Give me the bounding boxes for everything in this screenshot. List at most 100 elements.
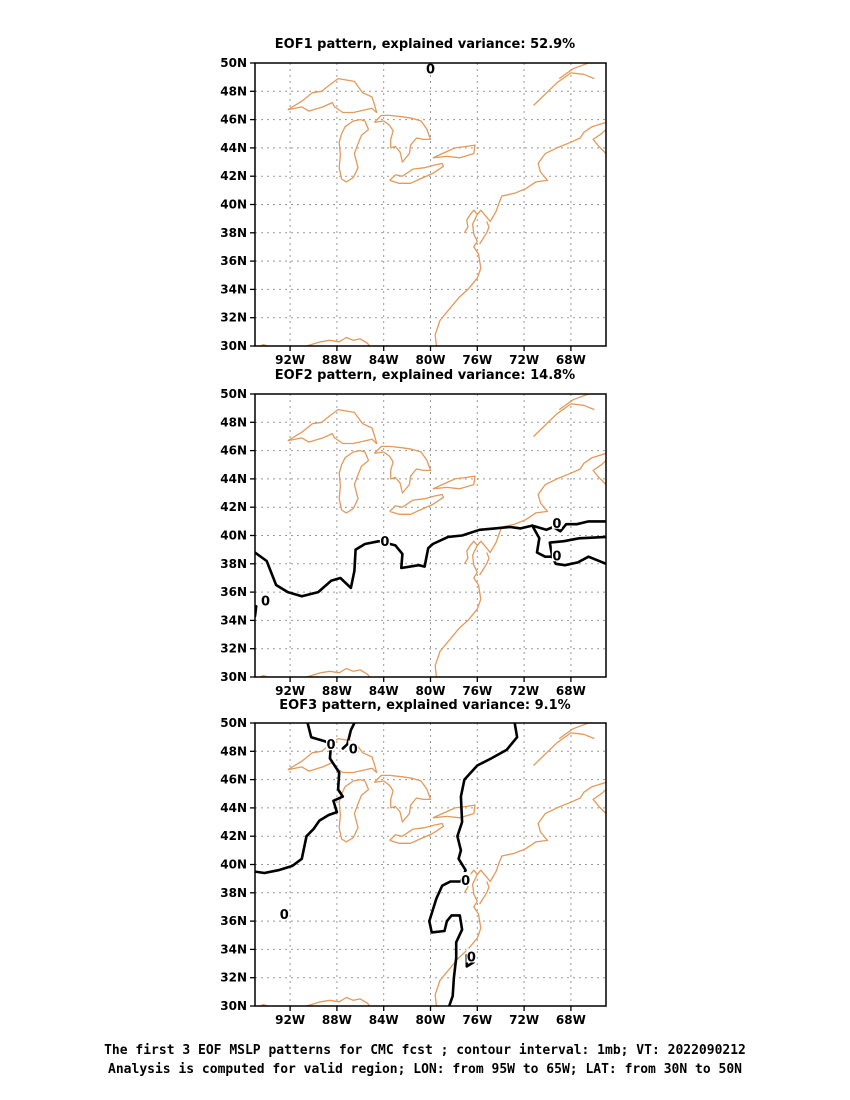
- eof2-lon-ticks: 92W 88W 84W 80W 76W 72W 68W: [275, 677, 586, 698]
- eof1-coastlines: [259, 63, 606, 346]
- lon-tick-label: 76W: [462, 684, 492, 698]
- contour-label: 0: [280, 908, 289, 923]
- coastline: [558, 63, 601, 80]
- lat-tick-label: 50N: [220, 387, 247, 401]
- coastline: [338, 118, 370, 183]
- coastline: [463, 540, 478, 565]
- contour-label-halo: [279, 906, 290, 921]
- coastline: [463, 209, 478, 234]
- lon-tick-label: 84W: [369, 353, 399, 367]
- lat-tick-label: 38N: [220, 226, 247, 240]
- coastline: [533, 403, 595, 437]
- coastline: [389, 162, 445, 184]
- lon-tick-label: 88W: [322, 1013, 352, 1027]
- eof3-panel: EOF3 pattern, explained variance: 9.1% 0…: [220, 698, 607, 1027]
- lon-tick-label: 92W: [275, 1013, 305, 1027]
- lon-tick-label: 72W: [509, 1013, 539, 1027]
- lat-tick-label: 44N: [220, 141, 247, 155]
- coastline: [389, 493, 445, 515]
- eof-figure: EOF1 pattern, explained variance: 52.9% …: [220, 37, 607, 1027]
- lat-tick-label: 34N: [220, 613, 247, 627]
- coastline: [287, 737, 378, 774]
- eof2-gridlines: [255, 394, 606, 677]
- eof3-lat-ticks: 30N 32N 34N 36N 38N 40N 42N 44N 46N 48N 50N: [220, 716, 255, 1013]
- contour-label-halo: [551, 514, 562, 529]
- lon-tick-label: 84W: [369, 1013, 399, 1027]
- coastline: [558, 723, 601, 740]
- lat-tick-label: 38N: [220, 886, 247, 900]
- coastline: [373, 774, 432, 823]
- coastline: [432, 475, 476, 490]
- coastline: [592, 460, 606, 486]
- contour-label-halo: [466, 948, 477, 963]
- contour-label-halo: [326, 736, 337, 751]
- coastline: [338, 778, 370, 843]
- eof3-gridlines: [255, 723, 606, 1006]
- lat-tick-label: 32N: [220, 642, 247, 656]
- lon-tick-label: 68W: [556, 684, 586, 698]
- coastline: [432, 144, 476, 159]
- lat-tick-label: 50N: [220, 56, 247, 70]
- eof1-lat-ticks: 30N 32N 34N 36N 38N 40N 42N 44N 46N 48N 50N: [220, 56, 255, 353]
- coastline: [558, 394, 601, 411]
- coastline: [373, 445, 432, 494]
- contour-label: 0: [467, 950, 476, 965]
- lat-tick-label: 30N: [220, 670, 247, 684]
- coastline: [605, 771, 606, 773]
- coastline: [389, 822, 445, 844]
- coastline: [338, 449, 370, 514]
- lat-tick-label: 44N: [220, 472, 247, 486]
- eof1-panel: EOF1 pattern, explained variance: 52.9% …: [220, 37, 607, 367]
- contour-label-halo: [460, 872, 471, 887]
- contour-label: 0: [552, 517, 561, 532]
- contour-label: 0: [552, 549, 561, 564]
- coastline: [432, 804, 476, 819]
- eof1-contour-labels: 0: [425, 60, 436, 78]
- lat-tick-label: 40N: [220, 858, 247, 872]
- zero-contour-line: [341, 723, 356, 750]
- lon-tick-label: 92W: [275, 353, 305, 367]
- eof3-contour-labels: 0 0 0 0 0: [279, 736, 477, 965]
- contour-label: 0: [349, 742, 358, 757]
- coastline: [605, 111, 606, 113]
- lat-tick-label: 42N: [220, 829, 247, 843]
- lon-tick-label: 72W: [509, 684, 539, 698]
- coastline: [533, 732, 595, 766]
- lon-tick-label: 72W: [509, 353, 539, 367]
- contour-label-halo: [260, 592, 271, 607]
- lon-tick-label: 80W: [416, 1013, 446, 1027]
- eof3-lon-ticks: 92W 88W 84W 80W 76W 72W 68W: [275, 1006, 586, 1027]
- contour-label: 0: [461, 874, 470, 889]
- eof2-contour-labels: 0 0 0 0: [260, 514, 562, 610]
- eof3-title: EOF3 pattern, explained variance: 9.1%: [279, 698, 570, 713]
- contour-label-halo: [551, 547, 562, 562]
- zero-contour-line: [255, 520, 606, 598]
- coastline: [592, 129, 606, 155]
- lat-tick-label: 42N: [220, 169, 247, 183]
- caption-line-2: Analysis is computed for valid region; L…: [108, 1062, 742, 1077]
- coastline: [592, 789, 606, 815]
- lat-tick-label: 44N: [220, 801, 247, 815]
- lon-tick-label: 80W: [416, 684, 446, 698]
- coastline: [434, 452, 606, 677]
- eof2-lat-ticks: 30N 32N 34N 36N 38N 40N 42N 44N 46N 48N 50N: [220, 387, 255, 684]
- lon-tick-label: 84W: [369, 684, 399, 698]
- lon-tick-label: 88W: [322, 353, 352, 367]
- eof3-coastlines: [259, 723, 606, 1006]
- lat-tick-label: 30N: [220, 999, 247, 1013]
- lat-tick-label: 42N: [220, 500, 247, 514]
- coastline: [373, 114, 432, 163]
- coastline: [287, 408, 378, 445]
- lat-tick-label: 36N: [220, 585, 247, 599]
- lat-tick-label: 30N: [220, 339, 247, 353]
- coastline: [479, 881, 490, 905]
- coastline: [434, 121, 606, 346]
- lat-tick-label: 36N: [220, 254, 247, 268]
- coastline: [287, 77, 378, 114]
- contour-label-halo: [379, 533, 390, 548]
- lon-tick-label: 76W: [462, 353, 492, 367]
- contour-label-halo: [425, 60, 436, 75]
- coastline: [605, 442, 606, 444]
- lon-tick-label: 88W: [322, 684, 352, 698]
- zero-contour-line: [427, 723, 519, 1006]
